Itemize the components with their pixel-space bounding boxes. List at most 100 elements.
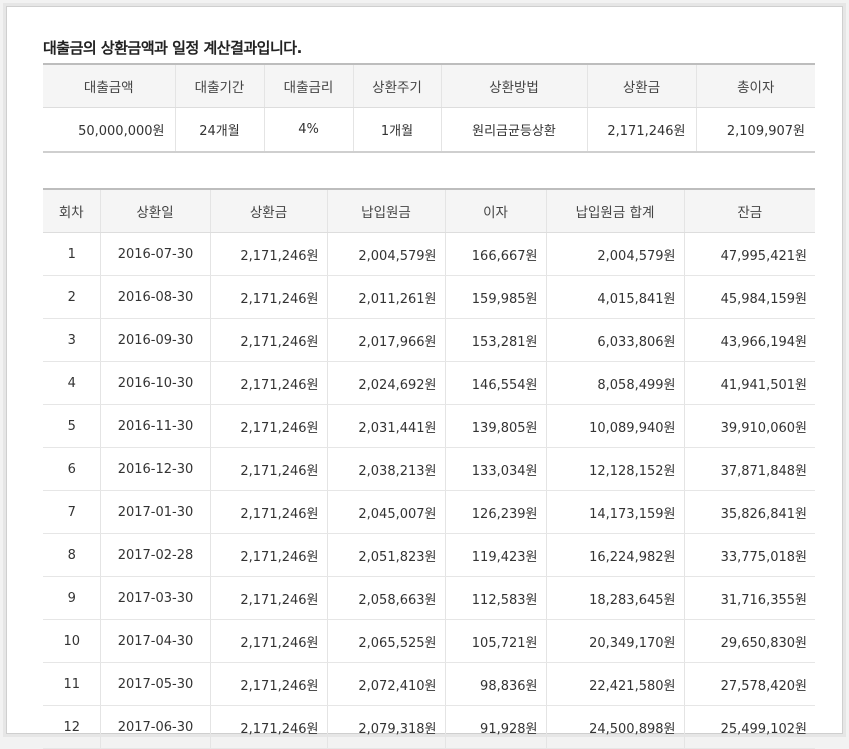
result-panel: 대출금의 상환금액과 일정 계산결과입니다. 대출금액 대출기간 대출금리 상환… xyxy=(6,6,843,749)
cell-interest: 166,667원 xyxy=(444,232,546,276)
cell-principal: 2,024,692원 xyxy=(326,361,445,405)
cell-interest: 126,239원 xyxy=(444,490,546,534)
cell-balance: 37,871,848원 xyxy=(683,447,815,491)
summary-repayment-method: 원리금균등상환 xyxy=(440,107,587,153)
cell-installment: 10 xyxy=(43,619,100,663)
summary-header-repayment-method: 상환방법 xyxy=(440,63,587,108)
cell-principal: 2,004,579원 xyxy=(326,232,445,276)
summary-header-interest-rate: 대출금리 xyxy=(263,63,353,108)
summary-interest-rate: 4% xyxy=(263,107,353,153)
schedule-header-date: 상환일 xyxy=(99,188,210,233)
cell-installment: 3 xyxy=(43,318,100,362)
cell-balance: 27,578,420원 xyxy=(683,662,815,706)
table-row: 9 2017-03-30 2,171,246원 2,058,663원 112,583원 1… xyxy=(43,576,815,620)
schedule-header-balance: 잔금 xyxy=(683,188,815,233)
schedule-header-row: 회차 상환일 상환금 납입원금 이자 납입원금 합계 잔금 xyxy=(43,188,815,233)
cell-installment: 5 xyxy=(43,404,100,448)
cell-installment: 11 xyxy=(43,662,100,706)
cell-interest: 146,554원 xyxy=(444,361,546,405)
table-row: 2 2016-08-30 2,171,246원 2,011,261원 159,985원 4… xyxy=(43,275,815,319)
cell-date: 2016-10-30 xyxy=(99,361,210,405)
cell-balance: 47,995,421원 xyxy=(683,232,815,276)
cell-payment: 2,171,246원 xyxy=(209,576,327,620)
repayment-schedule-table: 회차 상환일 상환금 납입원금 이자 납입원금 합계 잔금 1 2016-07-3… xyxy=(43,188,815,749)
cell-payment: 2,171,246원 xyxy=(209,619,327,663)
cell-balance: 41,941,501원 xyxy=(683,361,815,405)
cell-balance: 43,966,194원 xyxy=(683,318,815,362)
summary-payment: 2,171,246원 xyxy=(586,107,696,153)
cell-date: 2016-07-30 xyxy=(99,232,210,276)
cell-installment: 1 xyxy=(43,232,100,276)
cell-date: 2017-04-30 xyxy=(99,619,210,663)
cell-principal-total: 22,421,580원 xyxy=(545,662,684,706)
table-row: 3 2016-09-30 2,171,246원 2,017,966원 153,281원 6… xyxy=(43,318,815,362)
table-row: 5 2016-11-30 2,171,246원 2,031,441원 139,805원 1… xyxy=(43,404,815,448)
summary-total-interest: 2,109,907원 xyxy=(695,107,815,153)
cell-balance: 35,826,841원 xyxy=(683,490,815,534)
summary-loan-amount: 50,000,000원 xyxy=(43,107,175,153)
table-row: 10 2017-04-30 2,171,246원 2,065,525원 105,721원… xyxy=(43,619,815,663)
summary-header-payment: 상환금 xyxy=(586,63,696,108)
cell-principal: 2,017,966원 xyxy=(326,318,445,362)
cell-interest: 153,281원 xyxy=(444,318,546,362)
cell-principal: 2,079,318원 xyxy=(326,705,445,749)
cell-date: 2017-06-30 xyxy=(99,705,210,749)
cell-payment: 2,171,246원 xyxy=(209,662,327,706)
cell-installment: 2 xyxy=(43,275,100,319)
cell-principal: 2,045,007원 xyxy=(326,490,445,534)
cell-principal-total: 12,128,152원 xyxy=(545,447,684,491)
cell-interest: 159,985원 xyxy=(444,275,546,319)
cell-installment: 6 xyxy=(43,447,100,491)
schedule-header-payment: 상환금 xyxy=(209,188,327,233)
cell-balance: 31,716,355원 xyxy=(683,576,815,620)
cell-principal-total: 2,004,579원 xyxy=(545,232,684,276)
cell-principal-total: 6,033,806원 xyxy=(545,318,684,362)
cell-principal-total: 24,500,898원 xyxy=(545,705,684,749)
cell-installment: 4 xyxy=(43,361,100,405)
cell-installment: 7 xyxy=(43,490,100,534)
cell-balance: 29,650,830원 xyxy=(683,619,815,663)
schedule-body: 1 2016-07-30 2,171,246원 2,004,579원 166,667원 2… xyxy=(43,232,815,749)
cell-payment: 2,171,246원 xyxy=(209,361,327,405)
cell-principal-total: 14,173,159원 xyxy=(545,490,684,534)
table-row: 1 2016-07-30 2,171,246원 2,004,579원 166,667원 2… xyxy=(43,232,815,276)
cell-payment: 2,171,246원 xyxy=(209,275,327,319)
cell-payment: 2,171,246원 xyxy=(209,533,327,577)
cell-interest: 119,423원 xyxy=(444,533,546,577)
summary-value-row: 50,000,000원 24개월 4% 1개월 원리금균등상환 2,171,24… xyxy=(43,107,815,153)
cell-date: 2016-12-30 xyxy=(99,447,210,491)
cell-date: 2016-11-30 xyxy=(99,404,210,448)
cell-interest: 139,805원 xyxy=(444,404,546,448)
cell-installment: 12 xyxy=(43,705,100,749)
cell-payment: 2,171,246원 xyxy=(209,404,327,448)
cell-payment: 2,171,246원 xyxy=(209,318,327,362)
schedule-header-principal-total: 납입원금 합계 xyxy=(545,188,684,233)
table-row: 11 2017-05-30 2,171,246원 2,072,410원 98,836원 2… xyxy=(43,662,815,706)
cell-principal: 2,072,410원 xyxy=(326,662,445,706)
summary-repayment-cycle: 1개월 xyxy=(352,107,441,153)
table-row: 7 2017-01-30 2,171,246원 2,045,007원 126,239원 1… xyxy=(43,490,815,534)
summary-header-loan-period: 대출기간 xyxy=(174,63,264,108)
cell-interest: 112,583원 xyxy=(444,576,546,620)
cell-interest: 133,034원 xyxy=(444,447,546,491)
cell-principal-total: 8,058,499원 xyxy=(545,361,684,405)
cell-interest: 91,928원 xyxy=(444,705,546,749)
cell-principal: 2,065,525원 xyxy=(326,619,445,663)
cell-interest: 105,721원 xyxy=(444,619,546,663)
schedule-header-interest: 이자 xyxy=(444,188,546,233)
cell-payment: 2,171,246원 xyxy=(209,232,327,276)
cell-installment: 8 xyxy=(43,533,100,577)
cell-principal: 2,038,213원 xyxy=(326,447,445,491)
cell-date: 2017-03-30 xyxy=(99,576,210,620)
table-row: 8 2017-02-28 2,171,246원 2,051,823원 119,423원 1… xyxy=(43,533,815,577)
cell-principal: 2,058,663원 xyxy=(326,576,445,620)
table-row: 12 2017-06-30 2,171,246원 2,079,318원 91,928원 2… xyxy=(43,705,815,749)
cell-balance: 25,499,102원 xyxy=(683,705,815,749)
cell-principal: 2,051,823원 xyxy=(326,533,445,577)
cell-date: 2017-05-30 xyxy=(99,662,210,706)
schedule-header-principal: 납입원금 xyxy=(326,188,445,233)
cell-balance: 39,910,060원 xyxy=(683,404,815,448)
cell-date: 2016-09-30 xyxy=(99,318,210,362)
table-row: 4 2016-10-30 2,171,246원 2,024,692원 146,554원 8… xyxy=(43,361,815,405)
cell-balance: 33,775,018원 xyxy=(683,533,815,577)
